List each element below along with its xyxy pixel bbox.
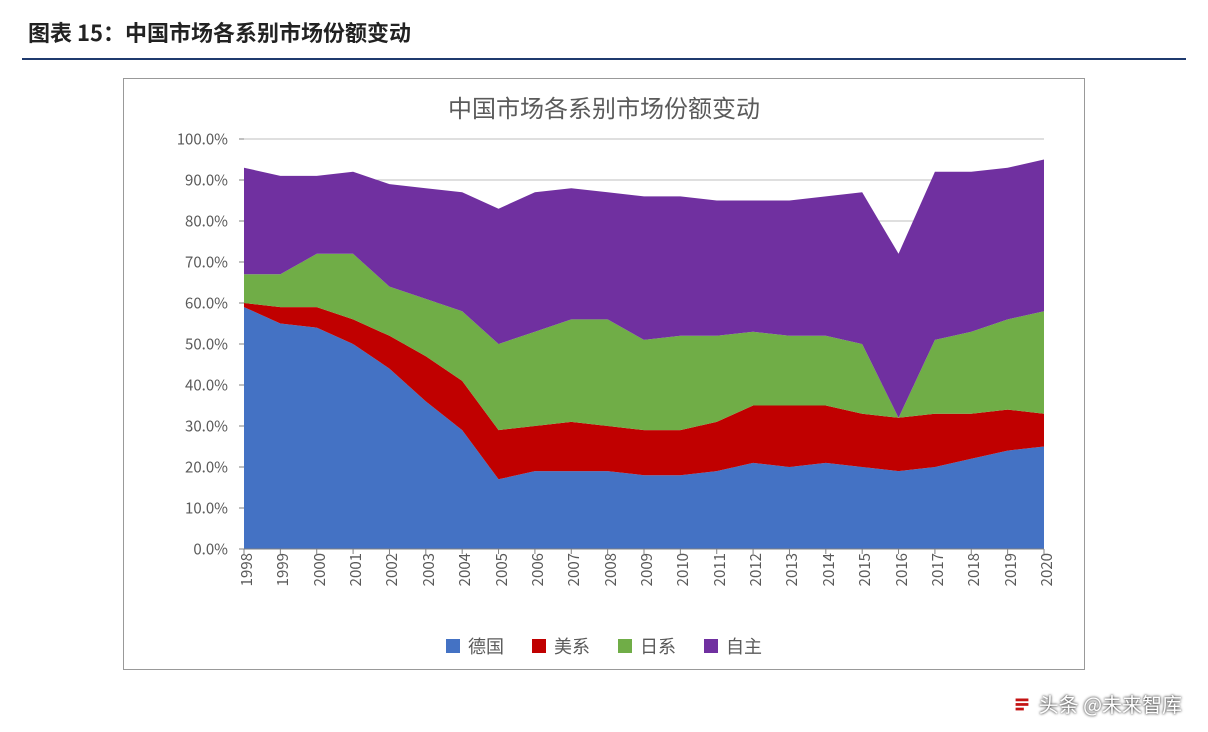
stacked-area-svg: [244, 139, 1044, 549]
x-tick-label: 1998: [236, 553, 252, 586]
y-tick-label: 0.0%: [193, 539, 228, 560]
chart-title: 中国市场各系别市场份额变动: [124, 89, 1084, 124]
y-tick-label: 50.0%: [185, 334, 228, 355]
chart-frame: 中国市场各系别市场份额变动 0.0% 10.0% 20.0% 30.0% 40.0% 50…: [123, 78, 1085, 670]
x-tick-label: 2006: [527, 553, 543, 586]
y-tick-label: 90.0%: [185, 170, 228, 191]
y-tick-label: 80.0%: [185, 211, 228, 232]
x-tick-label: 2005: [491, 553, 507, 586]
plot-area: [244, 139, 1044, 549]
x-tick-label: 2015: [854, 553, 870, 586]
x-tick-label: 2016: [891, 553, 907, 586]
x-tick-label: 2013: [781, 553, 797, 586]
page-root: 图表 15：中国市场各系别市场份额变动 中国市场各系别市场份额变动 0.0% 10…: [0, 0, 1208, 732]
x-tick-label: 2003: [418, 553, 434, 586]
legend-swatch: [618, 639, 632, 653]
x-tick-label: 2011: [709, 553, 725, 586]
figure-caption: 图表 15：中国市场各系别市场份额变动: [22, 12, 1186, 58]
x-tick-label: 2002: [381, 553, 397, 586]
legend-item-domestic: 自主: [704, 633, 762, 659]
x-tick-label: 2001: [345, 553, 361, 586]
legend-swatch: [446, 639, 460, 653]
x-tick-label: 2012: [745, 553, 761, 586]
y-tick-label: 100.0%: [177, 129, 228, 150]
toutiao-icon: [1011, 693, 1033, 715]
legend-item-japan: 日系: [618, 633, 676, 659]
x-tick-label: 2014: [818, 553, 834, 586]
watermark-text: 头条 @未来智库: [1039, 689, 1182, 718]
y-axis-labels: 0.0%10.0%20.0%30.0%40.0%50.0%60.0%70.0%8…: [124, 139, 236, 549]
y-tick-label: 10.0%: [185, 498, 228, 519]
legend: 德国 美系 日系 自主: [124, 633, 1084, 659]
legend-label: 日系: [640, 633, 676, 659]
x-tick-label: 2004: [454, 553, 470, 586]
y-tick-label: 60.0%: [185, 293, 228, 314]
y-tick-label: 40.0%: [185, 375, 228, 396]
x-axis-labels: 1998199920002001200220032004200520062007…: [244, 553, 1044, 607]
y-tick-label: 20.0%: [185, 457, 228, 478]
x-tick-label: 2018: [963, 553, 979, 586]
y-tick-label: 70.0%: [185, 252, 228, 273]
header-rule: [22, 58, 1186, 60]
y-tick-label: 30.0%: [185, 416, 228, 437]
legend-label: 自主: [726, 633, 762, 659]
x-tick-label: 2009: [636, 553, 652, 586]
legend-item-us: 美系: [532, 633, 590, 659]
legend-item-germany: 德国: [446, 633, 504, 659]
x-tick-label: 1999: [272, 553, 288, 586]
legend-swatch: [704, 639, 718, 653]
x-tick-label: 2010: [672, 553, 688, 586]
x-tick-label: 2017: [927, 553, 943, 586]
x-tick-label: 2000: [309, 553, 325, 586]
legend-label: 德国: [468, 633, 504, 659]
x-tick-label: 2020: [1036, 553, 1052, 586]
x-tick-label: 2019: [1000, 553, 1016, 586]
x-tick-label: 2008: [600, 553, 616, 586]
x-tick-label: 2007: [563, 553, 579, 586]
watermark: 头条 @未来智库: [1011, 689, 1182, 718]
legend-label: 美系: [554, 633, 590, 659]
legend-swatch: [532, 639, 546, 653]
